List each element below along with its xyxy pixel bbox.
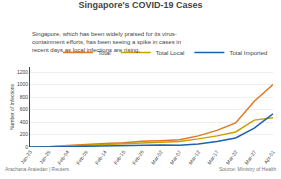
svg-text:Singapore's COVID-19 Cases: Singapore's COVID-19 Cases: [78, 0, 202, 10]
svg-text:Apr-01: Apr-01: [262, 149, 276, 165]
svg-text:Mar-17: Mar-17: [206, 149, 220, 166]
svg-text:Mar-27: Mar-27: [243, 149, 257, 166]
svg-text:Feb-15: Feb-15: [112, 149, 126, 166]
svg-text:Jan-23: Jan-23: [19, 149, 33, 165]
svg-text:Mar-22: Mar-22: [224, 149, 238, 166]
svg-text:Number of Infections: Number of Infections: [9, 83, 15, 130]
svg-text:Mar-07: Mar-07: [168, 149, 182, 166]
svg-text:Total Imported: Total Imported: [229, 50, 267, 56]
svg-text:Feb-09: Feb-09: [75, 149, 89, 166]
svg-text:400: 400: [20, 119, 29, 125]
svg-text:1200: 1200: [17, 69, 28, 75]
svg-text:Total Local: Total Local: [156, 50, 185, 56]
svg-text:Arachana Araiedan | Reuters: Arachana Araiedan | Reuters: [5, 166, 70, 172]
svg-text:800: 800: [20, 94, 29, 100]
svg-text:Jan-29: Jan-29: [38, 149, 52, 165]
svg-text:Feb-04: Feb-04: [56, 149, 70, 166]
svg-text:Total: Total: [98, 50, 111, 56]
svg-text:Feb-14: Feb-14: [94, 149, 108, 166]
svg-text:Mar-12: Mar-12: [187, 149, 201, 166]
svg-text:600: 600: [20, 106, 29, 112]
svg-text:Singapore, which has been wide: Singapore, which has been widely praised…: [32, 31, 181, 53]
svg-text:0: 0: [25, 144, 28, 150]
svg-text:Source: Ministry of Health: Source: Ministry of Health: [219, 166, 276, 172]
svg-text:Mar-02: Mar-02: [150, 149, 164, 166]
svg-text:200: 200: [20, 131, 29, 137]
svg-text:1000: 1000: [17, 81, 28, 87]
svg-text:Feb-26: Feb-26: [131, 149, 145, 166]
